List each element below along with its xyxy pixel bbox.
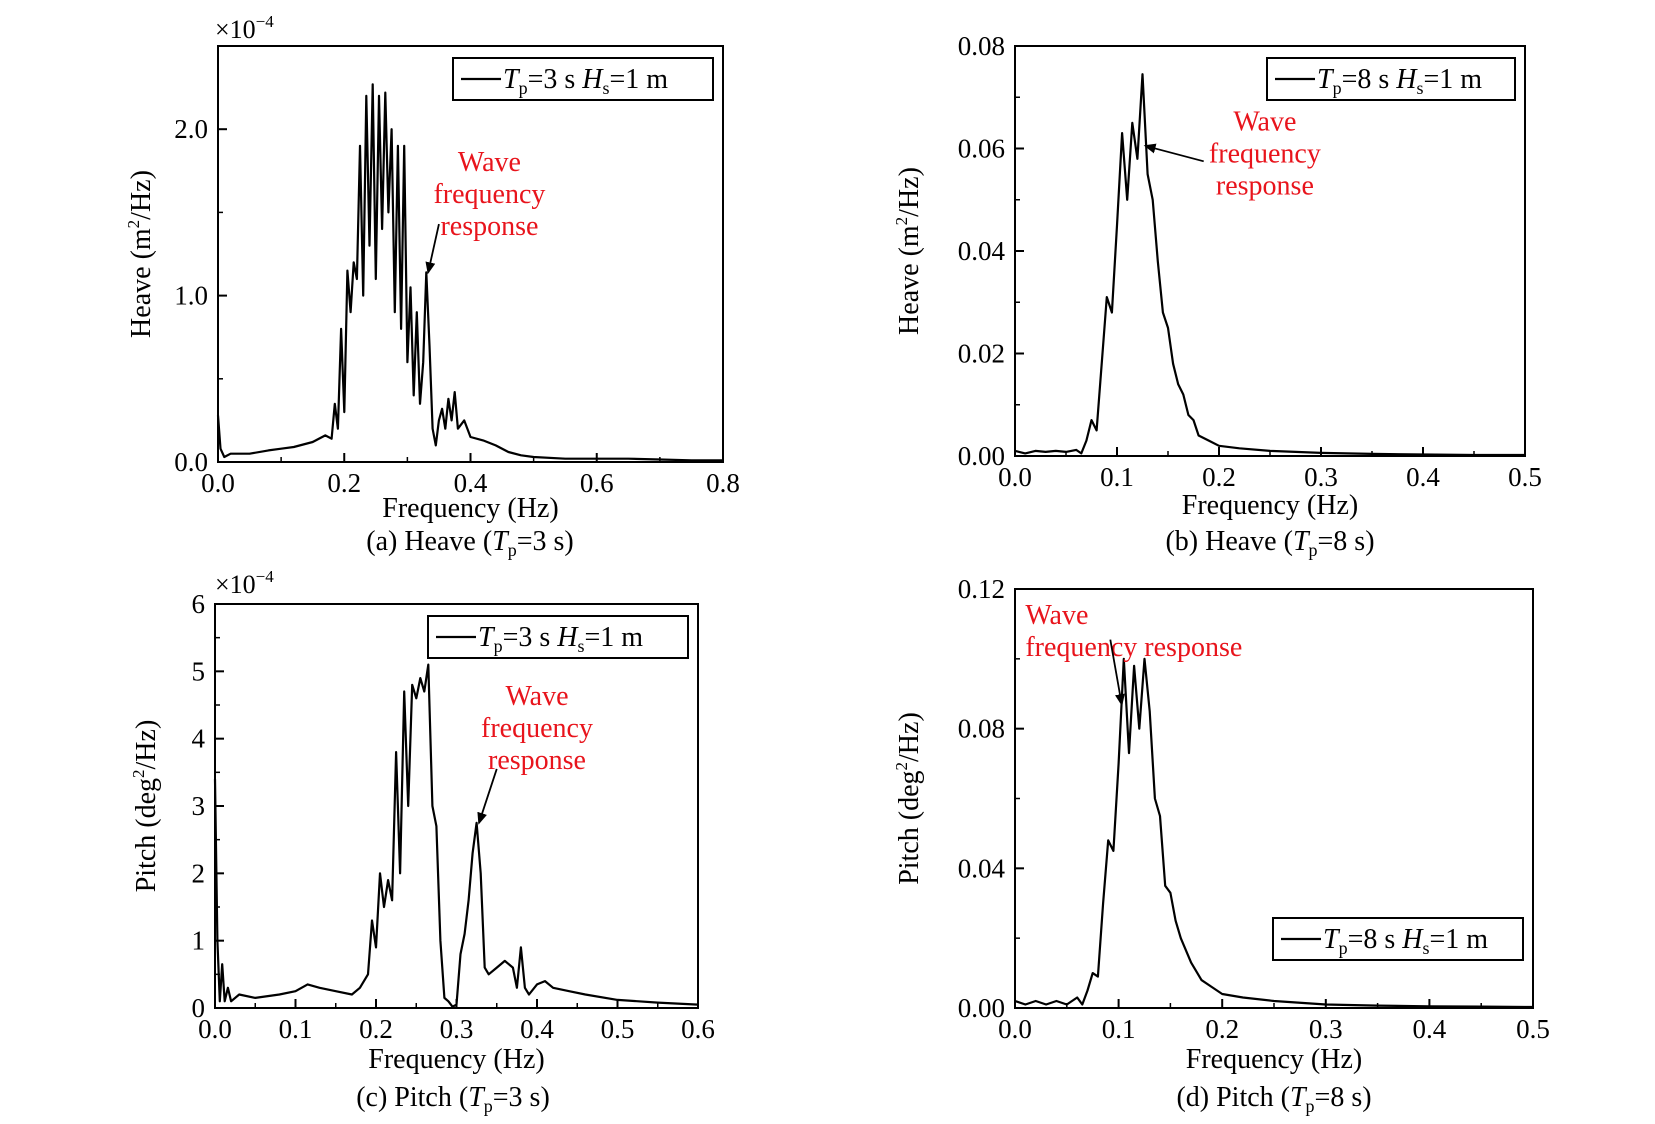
annotation-arrow	[1143, 143, 1204, 163]
x-tick-label: 0.2	[327, 468, 361, 498]
x-tick-label: 0.0	[201, 468, 235, 498]
y-multiplier: ×10−4	[215, 567, 274, 599]
series-line	[1014, 657, 1534, 1009]
x-tick-label: 0.5	[1508, 462, 1542, 492]
annotation-arrow	[425, 223, 440, 275]
x-tick-label: 0.0	[998, 1014, 1032, 1044]
x-tick-label: 0.4	[454, 468, 488, 498]
y-tick-label: 2	[192, 858, 206, 888]
legend-label: Tp=8 s Hs=1 m	[1323, 924, 1488, 958]
x-tick-label: 0.3	[1304, 462, 1338, 492]
y-tick-label: 0.08	[958, 31, 1005, 61]
y-tick-label: 2.0	[174, 114, 208, 144]
y-tick-label: 4	[192, 724, 206, 754]
x-axis-label: Frequency (Hz)	[1182, 490, 1358, 521]
series-line	[1014, 73, 1525, 457]
y-tick-label: 1	[192, 926, 206, 956]
x-tick-label: 0.1	[1102, 1014, 1136, 1044]
x-tick-label: 0.2	[1205, 1014, 1239, 1044]
plot-frame	[214, 603, 699, 1009]
y-tick-label: 0.08	[958, 714, 1005, 744]
annotation-text: Wave frequency response	[1209, 107, 1321, 202]
x-tick-label: 0.4	[520, 1014, 554, 1044]
figure-caption: (b) Heave (Tp=8 s)	[1165, 526, 1374, 560]
y-tick-label: 6	[192, 589, 206, 619]
x-tick-label: 0.4	[1406, 462, 1440, 492]
x-tick-label: 0.6	[580, 468, 614, 498]
figure-caption: (c) Pitch (Tp=3 s)	[356, 1082, 550, 1116]
y-tick-label: 3	[192, 791, 206, 821]
y-tick-label: 0.04	[958, 236, 1006, 266]
y-tick-label: 0.00	[958, 993, 1005, 1023]
series-line	[213, 663, 699, 1008]
y-tick-label: 1.0	[174, 281, 208, 311]
x-axis-label: Frequency (Hz)	[1186, 1044, 1362, 1075]
chart-b: 0.0 0.1 0.2 0.3 0.4 0.5 0.00 0.02 0.04 0.06 0.08 Fr…	[892, 31, 1542, 560]
x-axis-label: Frequency (Hz)	[382, 493, 558, 524]
legend-label: Tp=3 s Hs=1 m	[478, 622, 643, 656]
chart-d: 0.0 0.1 0.2 0.3 0.4 0.5 0.00 0.04 0.08 0.12 Freque…	[892, 574, 1550, 1116]
x-tick-label: 0.3	[1309, 1014, 1343, 1044]
y-axis-label: Heave (m2/Hz)	[892, 167, 925, 335]
y-tick-label: 0.04	[958, 853, 1006, 883]
x-tick-label: 0.8	[706, 468, 740, 498]
annotation-arrow	[1109, 639, 1125, 707]
x-tick-label: 0.1	[1100, 462, 1134, 492]
legend: Tp=3 s Hs=1 m	[452, 57, 714, 101]
legend-label: Tp=3 s Hs=1 m	[503, 64, 668, 98]
y-tick-label: 5	[192, 656, 206, 686]
y-tick-label: 0.02	[958, 339, 1005, 369]
legend: Tp=8 s Hs=1 m	[1266, 57, 1516, 101]
y-tick-label: 0	[192, 993, 206, 1023]
y-tick-label: 0.0	[174, 447, 208, 477]
legend: Tp=8 s Hs=1 m	[1272, 917, 1524, 961]
plot-frame	[217, 45, 724, 463]
x-tick-label: 0.3	[440, 1014, 474, 1044]
x-tick-label: 0.2	[359, 1014, 393, 1044]
y-tick-label: 0.00	[958, 441, 1005, 471]
annotation-arrow	[477, 768, 498, 825]
y-axis-label: Heave (m2/Hz)	[124, 170, 157, 338]
x-tick-label: 0.4	[1413, 1014, 1447, 1044]
x-tick-label: 0.5	[1516, 1014, 1550, 1044]
x-tick-label: 0.5	[601, 1014, 635, 1044]
y-tick-label: 0.12	[958, 574, 1005, 604]
x-tick-label: 0.6	[681, 1014, 715, 1044]
x-tick-label: 0.0	[198, 1014, 232, 1044]
y-multiplier: ×10−4	[215, 12, 274, 44]
x-tick-label: 0.1	[279, 1014, 313, 1044]
chart-a: 0.0 0.2 0.4 0.6 0.8 0.0 1.0 2.0 ×10−4 Frequency (…	[124, 12, 740, 560]
annotation-text: Wave frequency response	[1025, 600, 1242, 663]
x-tick-label: 0.0	[998, 462, 1032, 492]
y-tick-label: 0.06	[958, 134, 1005, 164]
annotation-text: Wave frequency response	[481, 681, 593, 776]
figure-caption: (a) Heave (Tp=3 s)	[366, 526, 574, 560]
legend: Tp=3 s Hs=1 m	[427, 615, 689, 659]
x-tick-label: 0.2	[1202, 462, 1236, 492]
legend-label: Tp=8 s Hs=1 m	[1317, 64, 1482, 98]
y-axis-label: Pitch (deg2/Hz)	[892, 712, 925, 885]
x-axis-label: Frequency (Hz)	[368, 1044, 544, 1075]
chart-c: 0.0 0.1 0.2 0.3 0.4 0.5 0.6 0 1 2 3 4 5 6 ×10−4 Frequen…	[129, 567, 715, 1116]
annotation-text: Wave frequency response	[433, 147, 545, 242]
figure-caption: (d) Pitch (Tp=8 s)	[1176, 1082, 1371, 1116]
y-axis-label: Pitch (deg2/Hz)	[129, 720, 162, 893]
series-line	[216, 83, 723, 462]
